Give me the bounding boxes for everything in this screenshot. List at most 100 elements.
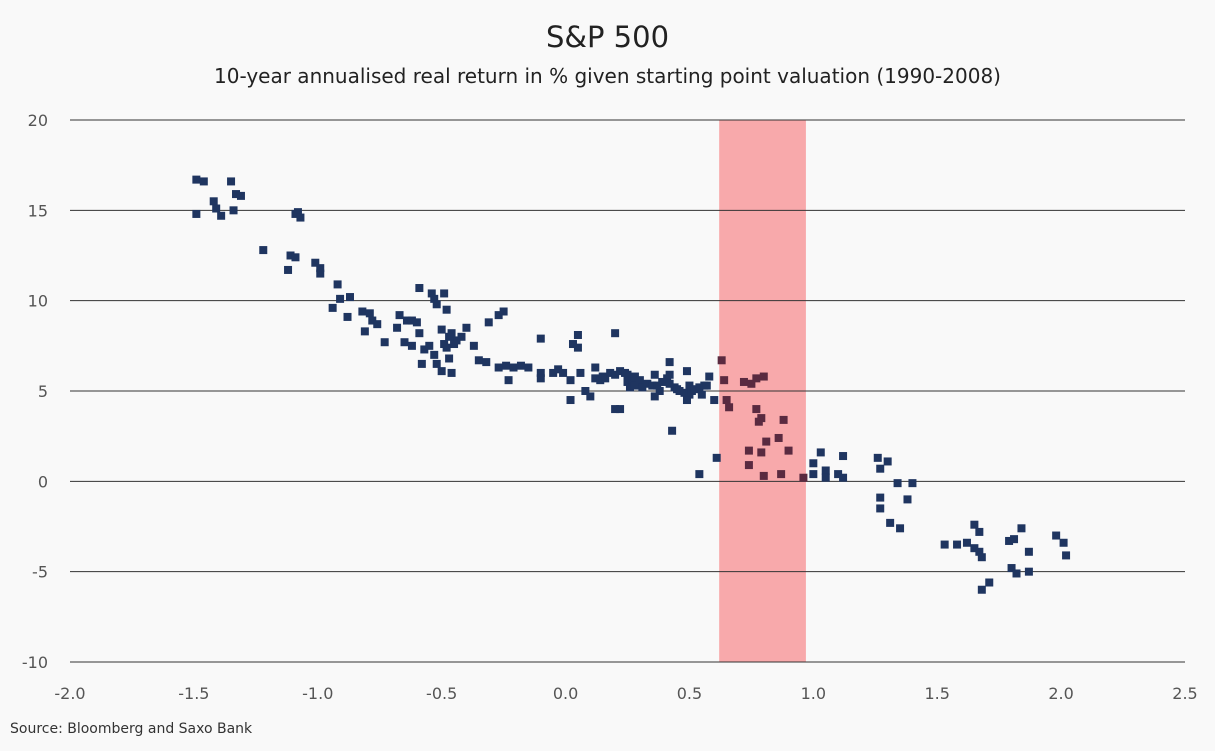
- data-point: [494, 311, 503, 320]
- data-point: [675, 387, 684, 395]
- data-point: [762, 437, 771, 446]
- data-point: [1010, 535, 1019, 544]
- data-point: [212, 204, 221, 213]
- chart-subtitle: 10-year annualised real return in % give…: [214, 64, 1001, 88]
- x-axis-tick-labels: -2.0 -1.5 -1.0 -0.5 0.0 0.5 1.0 1.5 2.0 2.5: [54, 684, 1197, 703]
- data-point: [682, 367, 691, 376]
- data-point: [516, 361, 525, 370]
- data-point: [343, 312, 352, 321]
- data-point: [816, 448, 825, 457]
- data-point: [432, 359, 441, 368]
- data-point: [192, 209, 201, 218]
- data-point: [970, 544, 979, 553]
- data-point: [779, 415, 788, 424]
- data-point: [757, 448, 766, 457]
- data-point: [425, 341, 434, 350]
- data-point: [316, 269, 325, 278]
- x-tick-label: -2.0: [54, 684, 85, 703]
- data-point: [784, 446, 793, 455]
- data-point: [1012, 569, 1021, 578]
- x-tick-label: 2.0: [1048, 684, 1073, 703]
- data-point: [373, 320, 382, 329]
- data-point: [759, 471, 768, 480]
- data-point: [665, 370, 674, 379]
- data-point: [1007, 564, 1016, 573]
- data-point: [232, 190, 241, 199]
- data-point: [469, 341, 478, 350]
- data-point: [757, 414, 766, 423]
- data-point: [725, 403, 734, 412]
- data-point: [616, 405, 625, 414]
- data-point: [975, 547, 984, 556]
- data-point: [876, 464, 885, 473]
- x-tick-label: 1.5: [924, 684, 949, 703]
- data-point: [445, 354, 454, 363]
- data-point: [549, 368, 558, 377]
- data-point: [568, 340, 577, 349]
- data-point: [412, 318, 421, 327]
- data-point: [690, 385, 699, 394]
- data-point: [296, 213, 305, 222]
- data-point: [393, 323, 402, 332]
- data-point: [685, 381, 694, 390]
- data-point: [717, 356, 726, 365]
- data-point: [402, 316, 411, 325]
- data-point: [611, 370, 620, 379]
- data-point: [1017, 524, 1026, 533]
- data-point: [1059, 538, 1068, 547]
- x-tick-label: -1.0: [302, 684, 333, 703]
- data-point: [970, 520, 979, 529]
- data-point: [452, 336, 461, 345]
- data-point: [1024, 547, 1033, 556]
- data-point: [400, 338, 409, 347]
- data-point: [940, 540, 949, 549]
- data-point: [908, 479, 917, 488]
- data-point: [284, 265, 293, 274]
- data-point: [286, 251, 295, 260]
- data-point: [380, 338, 389, 347]
- x-tick-label: 1.0: [801, 684, 826, 703]
- data-point: [336, 294, 345, 303]
- data-point: [576, 368, 585, 377]
- data-point: [630, 372, 639, 381]
- data-point: [407, 316, 416, 325]
- data-point: [365, 309, 374, 318]
- chart-title: S&P 500: [545, 20, 670, 54]
- data-point: [623, 377, 632, 386]
- data-point: [581, 387, 590, 395]
- data-point: [1052, 531, 1061, 540]
- data-point: [799, 473, 808, 482]
- data-point: [415, 329, 424, 338]
- data-point: [809, 459, 818, 468]
- data-point: [395, 311, 404, 320]
- data-point: [536, 368, 545, 377]
- data-point: [311, 258, 320, 267]
- data-point: [229, 206, 238, 215]
- data-point: [430, 350, 439, 359]
- data-point: [821, 466, 830, 475]
- data-point: [1005, 536, 1014, 545]
- data-point: [606, 368, 615, 377]
- data-point: [440, 340, 449, 349]
- x-tick-label: -0.5: [426, 684, 457, 703]
- data-point: [975, 527, 984, 536]
- data-point: [650, 392, 659, 401]
- data-point: [630, 381, 639, 390]
- data-point: [962, 538, 971, 547]
- data-point: [695, 383, 704, 392]
- data-point: [427, 289, 436, 298]
- data-point: [668, 426, 677, 435]
- data-point: [712, 453, 721, 462]
- data-point: [573, 330, 582, 339]
- data-point: [665, 358, 674, 367]
- data-point: [834, 470, 843, 479]
- data-point: [566, 396, 575, 405]
- data-point: [809, 470, 818, 479]
- data-point: [650, 370, 659, 379]
- data-point: [839, 473, 848, 482]
- y-tick-label: -5: [32, 563, 48, 582]
- data-point: [903, 495, 912, 504]
- data-point: [509, 363, 518, 372]
- data-point: [420, 345, 429, 354]
- y-tick-label: 0: [38, 472, 48, 491]
